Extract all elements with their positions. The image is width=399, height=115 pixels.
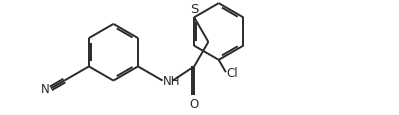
Text: S: S — [190, 3, 198, 16]
Text: Cl: Cl — [227, 66, 239, 79]
Text: O: O — [190, 97, 199, 110]
Text: N: N — [41, 82, 50, 95]
Text: NH: NH — [163, 74, 181, 87]
